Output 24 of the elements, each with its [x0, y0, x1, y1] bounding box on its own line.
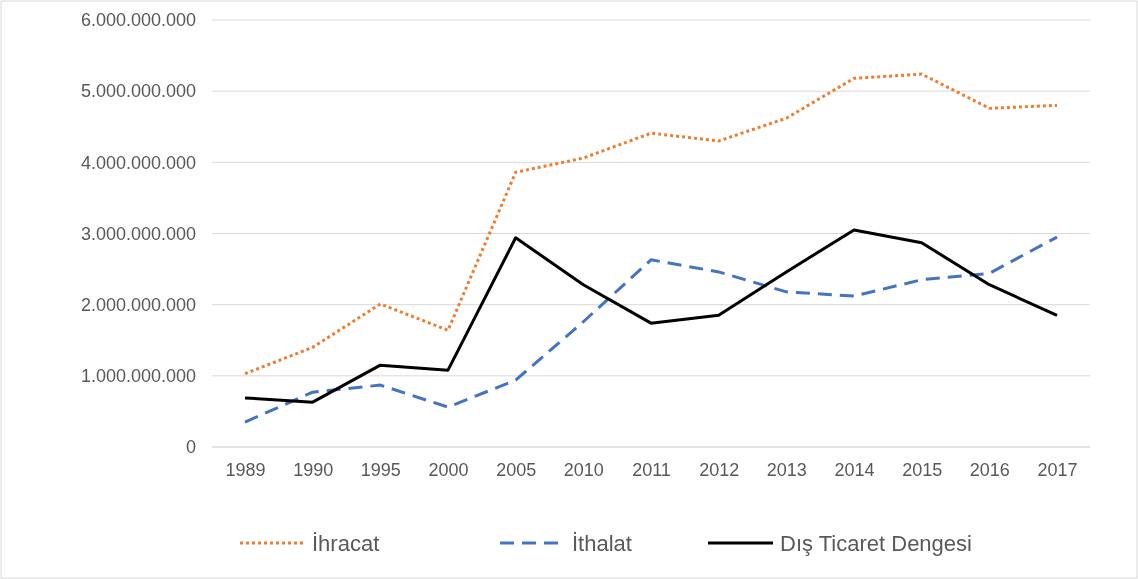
y-tick-label: 2.000.000.000: [80, 294, 196, 315]
x-tick-label: 2015: [902, 459, 943, 480]
y-tick-label: 3.000.000.000: [80, 223, 196, 244]
x-tick-label: 2016: [969, 459, 1010, 480]
legend-label: Dış Ticaret Dengesi: [780, 531, 972, 556]
x-tick-label: 2014: [834, 459, 875, 480]
legend-label: İhracat: [312, 531, 380, 556]
y-tick-label: 4.000.000.000: [80, 152, 196, 173]
y-tick-label: 0: [185, 437, 196, 458]
line-series: [243, 72, 1059, 376]
legend-label: İthalat: [572, 531, 632, 556]
x-tick-label: 1995: [360, 459, 401, 480]
x-tick-label: 2005: [496, 459, 537, 480]
x-tick-label: 2013: [766, 459, 807, 480]
x-tick-label: 1990: [293, 459, 334, 480]
x-tick-label: 1989: [225, 459, 266, 480]
x-tick-label: 2017: [1037, 459, 1078, 480]
x-tick-label: 2010: [563, 459, 604, 480]
x-tick-label: 2012: [699, 459, 740, 480]
y-tick-label: 6.000.000.000: [80, 10, 196, 31]
x-tick-label: 2011: [632, 459, 671, 480]
x-tick-label: 2000: [428, 459, 469, 480]
y-tick-label: 1.000.000.000: [80, 366, 196, 387]
y-tick-label: 5.000.000.000: [80, 81, 196, 102]
